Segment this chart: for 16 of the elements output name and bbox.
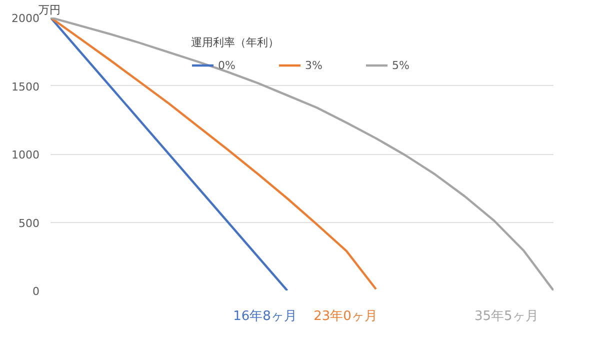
y-tick-label: 2000 [12, 12, 40, 25]
y-axis-title: 万円 [38, 4, 60, 16]
text: 16年8ヶ月 [233, 309, 297, 324]
y-tick-label: 0 [32, 285, 40, 298]
legend-label: 0% [218, 58, 236, 72]
y-tick-label: 1000 [12, 148, 40, 162]
y-tick-label: 1500 [12, 80, 40, 94]
text: 23年0ヶ月 [314, 309, 378, 324]
legend-label: 5% [392, 58, 410, 72]
line-series [50, 18, 288, 290]
line-series [50, 18, 554, 290]
line-series [50, 18, 378, 290]
legend-label: 3% [305, 58, 324, 72]
text: 35年5ヶ月 [474, 309, 538, 324]
legend-title: 運用利率（年利） [191, 35, 280, 50]
y-tick-label: 500 [18, 216, 40, 230]
